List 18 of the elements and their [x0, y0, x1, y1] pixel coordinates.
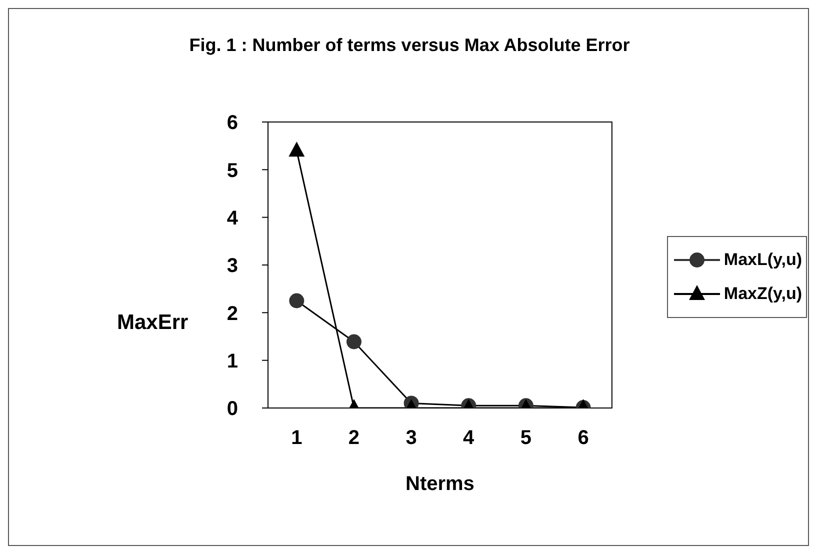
x-axis-title: Nterms: [406, 473, 474, 495]
x-tick-label: 1: [291, 427, 302, 450]
x-tick-label: 5: [520, 427, 532, 450]
x-tick-label: 6: [578, 427, 589, 450]
legend-label: MaxZ(y,u): [724, 284, 802, 304]
y-axis-title: MaxErr: [117, 311, 188, 335]
chart-title: Fig. 1 : Number of terms versus Max Absolute Error: [188, 35, 631, 56]
legend-label: MaxL(y,u): [724, 250, 802, 270]
y-tick-label: 5: [226, 160, 238, 182]
x-tick-label: 3: [406, 427, 417, 450]
y-tick-label: 0: [226, 398, 238, 420]
y-tick-label: 1: [226, 350, 238, 372]
y-tick-label: 2: [226, 302, 238, 325]
x-tick-label: 4: [463, 427, 476, 450]
x-tick-label: 2: [348, 427, 360, 450]
y-tick-label: 4: [226, 207, 239, 230]
y-tick-label: 3: [226, 255, 238, 278]
y-tick-label: 6: [226, 112, 238, 134]
